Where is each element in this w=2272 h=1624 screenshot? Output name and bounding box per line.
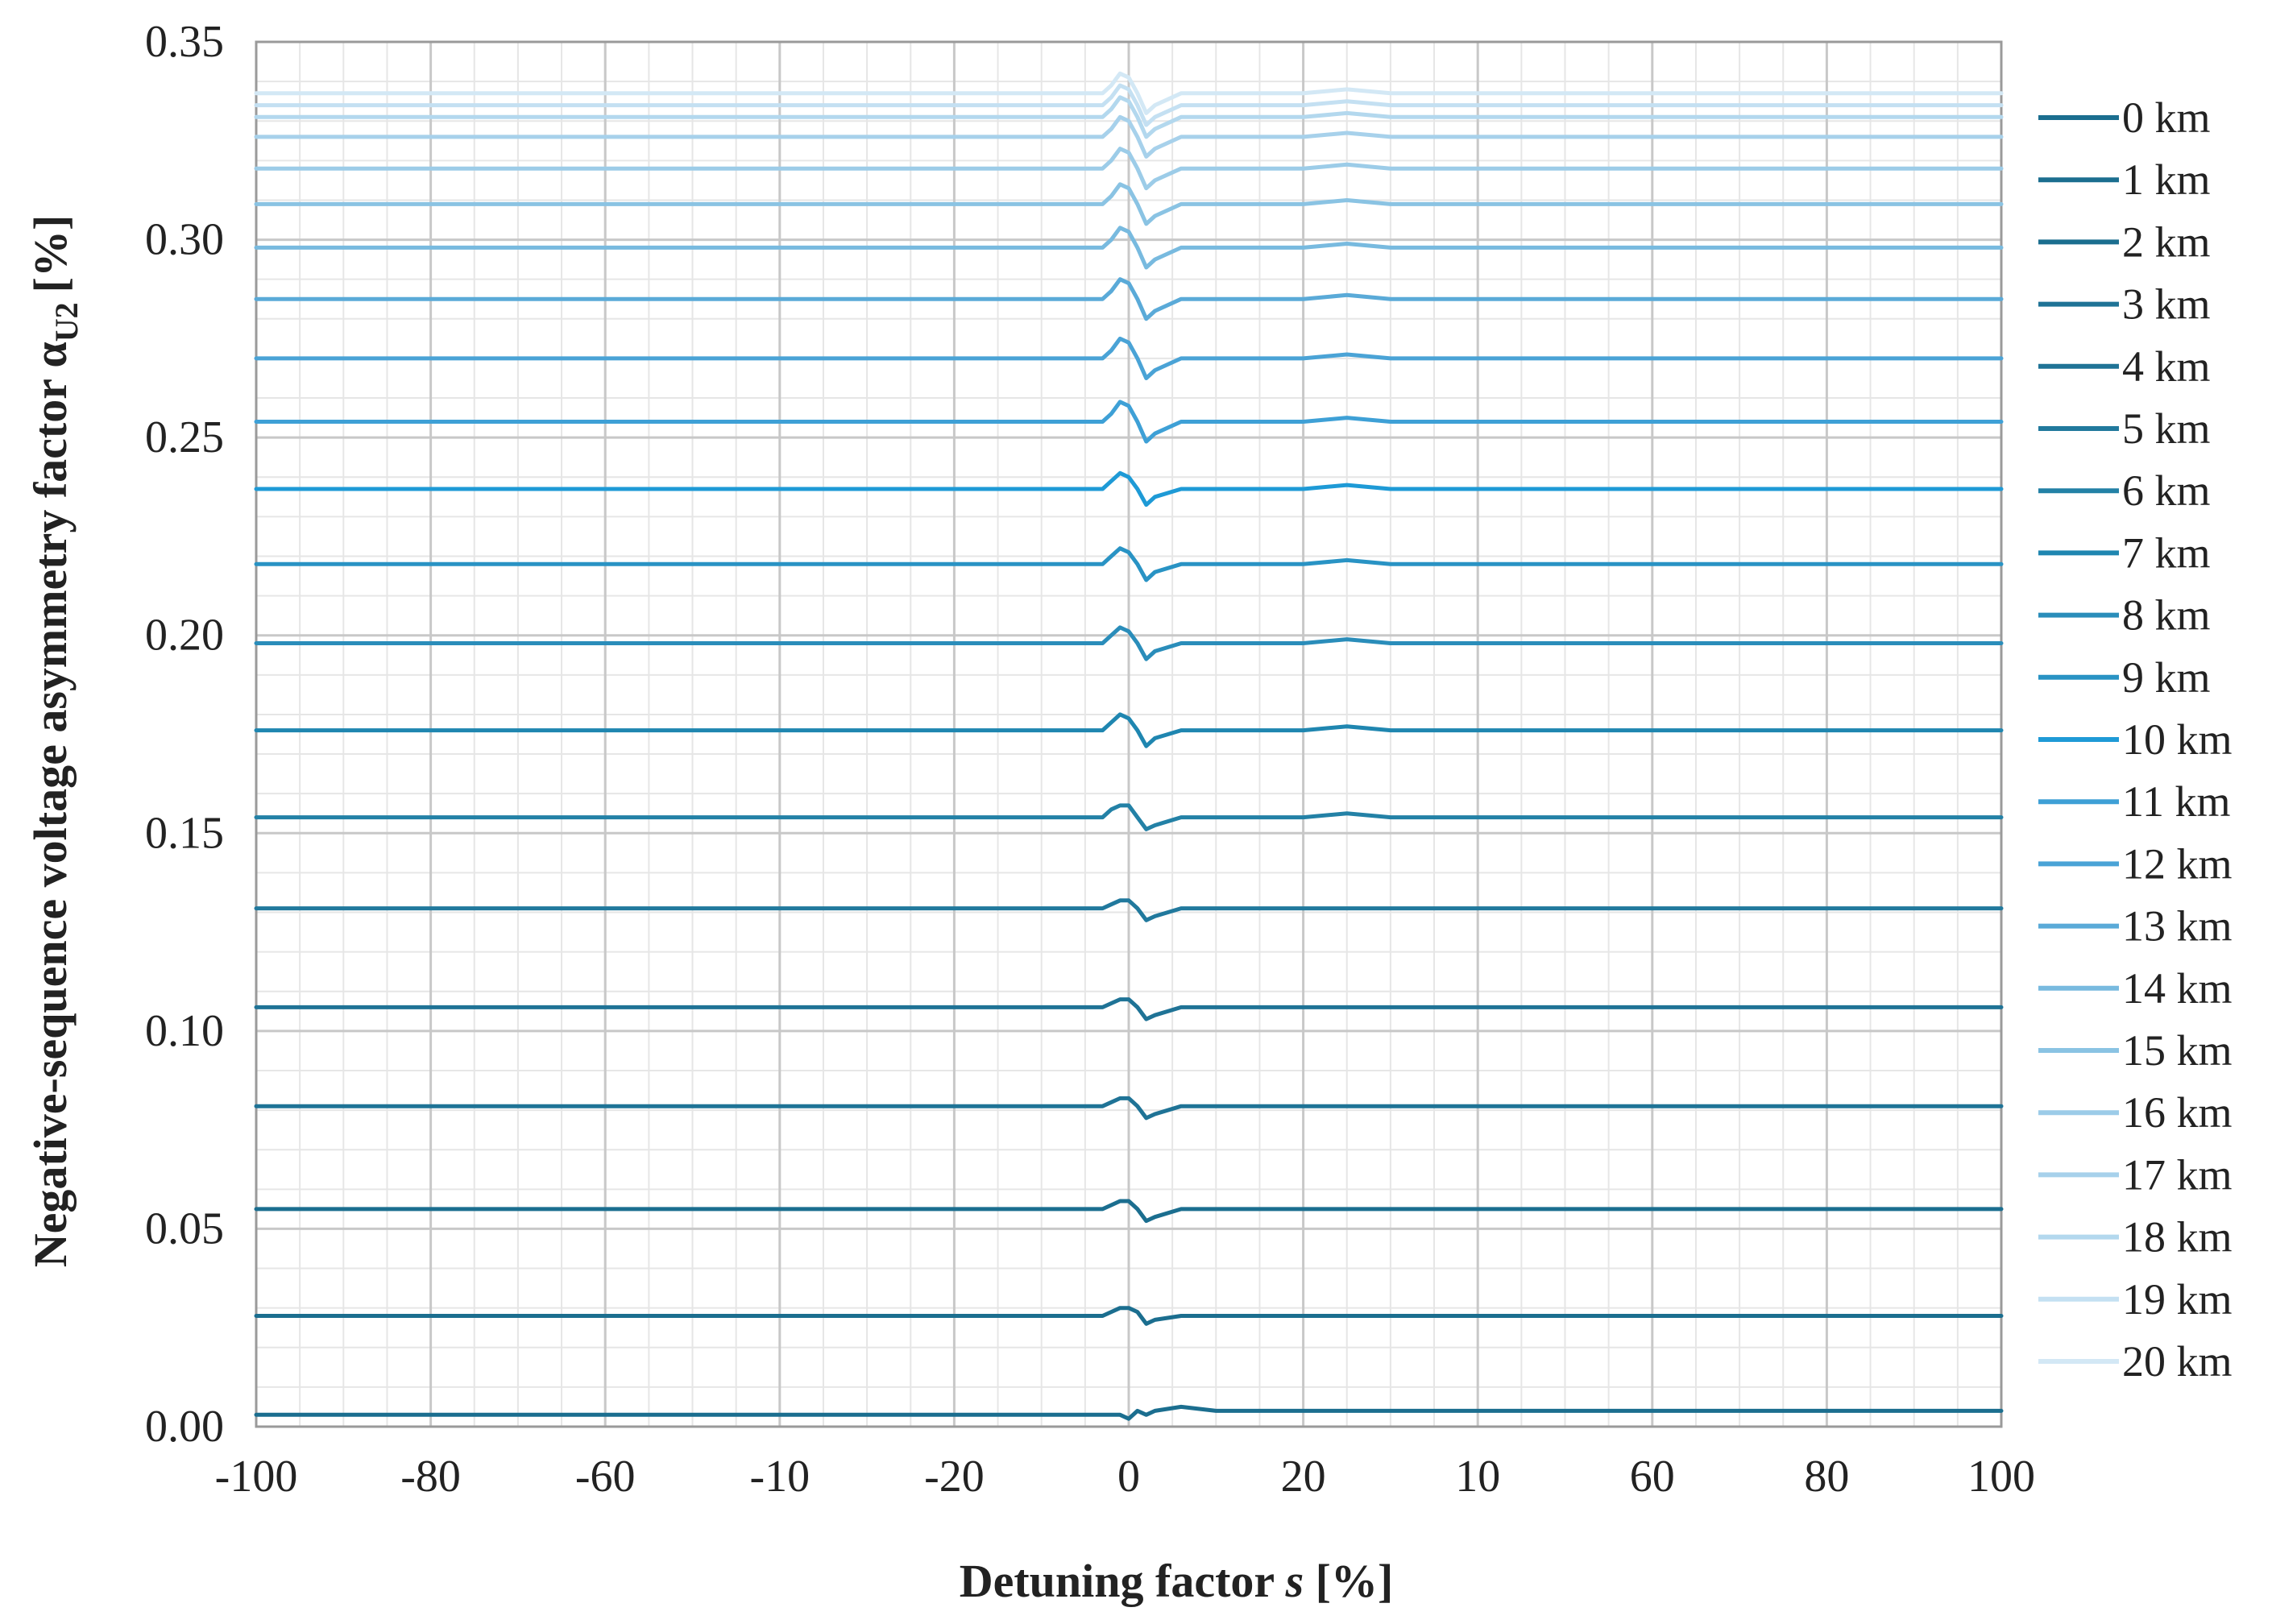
legend-label: 10 km	[2122, 715, 2233, 764]
series-line	[254, 182, 2004, 226]
series-line	[254, 95, 2004, 139]
series-line	[254, 400, 2004, 444]
x-tick-label: -10	[749, 1452, 810, 1502]
series-lines	[254, 71, 2004, 1421]
series-line	[254, 803, 2004, 831]
series-line	[254, 71, 2004, 115]
series-line	[254, 470, 2004, 508]
x-tick-label: 80	[1804, 1452, 1849, 1502]
legend-label: 19 km	[2122, 1275, 2233, 1324]
series-line	[254, 226, 2004, 270]
series-line	[254, 114, 2004, 159]
series-line	[254, 147, 2004, 191]
y-tick-label: 0.20	[145, 611, 224, 661]
x-axis-title: Detuning factor s [%]	[960, 1555, 1394, 1607]
legend-label: 17 km	[2122, 1150, 2233, 1199]
x-axis-tick-labels: -100 -80 -60 -10 -20 0 20 10 60 80 100	[215, 1452, 2035, 1502]
legend-label: 0 km	[2122, 93, 2211, 142]
x-tick-label: 60	[1630, 1452, 1675, 1502]
y-axis-tick-labels: 0.00 0.05 0.10 0.15 0.20 0.25 0.30 0.35	[145, 17, 224, 1452]
legend-label: 20 km	[2122, 1337, 2233, 1386]
y-tick-label: 0.30	[145, 215, 224, 265]
legend-label: 6 km	[2122, 466, 2211, 515]
y-tick-label: 0.10	[145, 1006, 224, 1056]
y-tick-label: 0.25	[145, 412, 224, 462]
x-tick-label: -80	[400, 1452, 461, 1502]
x-tick-label: 100	[1967, 1452, 2035, 1502]
series-line	[254, 625, 2004, 661]
legend-label: 7 km	[2122, 528, 2211, 577]
legend-label: 9 km	[2122, 653, 2211, 702]
x-tick-label: -20	[924, 1452, 985, 1502]
legend-label: 16 km	[2122, 1088, 2233, 1137]
series-line	[254, 546, 2004, 582]
series-line	[254, 1199, 2004, 1224]
y-tick-label: 0.00	[145, 1402, 224, 1452]
series-line	[254, 1096, 2004, 1121]
legend-label: 12 km	[2122, 839, 2233, 888]
y-axis-title: Negative-sequence voltage asymmetry fact…	[24, 215, 85, 1268]
x-tick-label: 0	[1117, 1452, 1140, 1502]
legend-label: 1 km	[2122, 155, 2211, 204]
legend: 0 km 1 km 2 km 3 km 4 km 5 km 6 km 7 km 8 km 9 km…	[2038, 93, 2233, 1386]
y-tick-label: 0.15	[145, 808, 224, 858]
y-tick-label: 0.05	[145, 1204, 224, 1253]
series-line	[254, 1306, 2004, 1326]
legend-label: 11 km	[2122, 777, 2231, 826]
plot-area-frame	[255, 40, 2003, 1428]
legend-label: 3 km	[2122, 280, 2211, 329]
legend-label: 8 km	[2122, 591, 2211, 640]
x-tick-label: -100	[215, 1452, 298, 1502]
legend-label: 5 km	[2122, 404, 2211, 453]
legend-label: 2 km	[2122, 218, 2211, 266]
legend-label: 18 km	[2122, 1213, 2233, 1262]
series-line	[254, 83, 2004, 127]
series-line	[254, 898, 2004, 922]
series-line	[254, 997, 2004, 1021]
x-tick-label: 20	[1281, 1452, 1326, 1502]
series-line	[254, 712, 2004, 748]
legend-label: 15 km	[2122, 1026, 2233, 1075]
series-line	[254, 336, 2004, 380]
y-tick-label: 0.35	[145, 17, 224, 67]
legend-label: 13 km	[2122, 902, 2233, 951]
series-line	[254, 277, 2004, 321]
x-tick-label: -60	[575, 1452, 636, 1502]
legend-label: 14 km	[2122, 964, 2233, 1013]
x-tick-label: 10	[1455, 1452, 1500, 1502]
series-line	[254, 1404, 2004, 1421]
legend-label: 4 km	[2122, 342, 2211, 391]
